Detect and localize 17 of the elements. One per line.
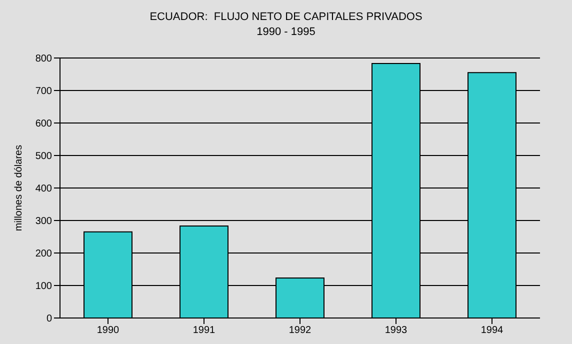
x-tick-label: 1992 [288,325,312,336]
chart-subtitle: 1990 - 1995 [256,25,316,40]
y-tick-label: 200 [35,248,52,260]
x-tick-label: 1994 [480,325,504,336]
y-tick-label: 100 [35,281,52,292]
chart-title: ECUADOR: FLUJO NETO DE CAPITALES PRIVADOS [148,10,424,25]
x-tick-label: 1993 [384,325,408,336]
y-tick-label: 300 [35,216,52,228]
y-tick-label: 500 [35,151,52,162]
y-tick-label: 800 [35,54,52,65]
x-tick-label: 1991 [192,325,216,336]
y-tick-label: 400 [35,184,52,195]
y-tick-label: 600 [35,118,52,130]
y-axis-title: millones de dólares [14,144,25,232]
y-tick-label: 0 [46,314,52,325]
y-tick-label: 700 [35,86,52,98]
x-tick-label: 1990 [96,325,120,336]
